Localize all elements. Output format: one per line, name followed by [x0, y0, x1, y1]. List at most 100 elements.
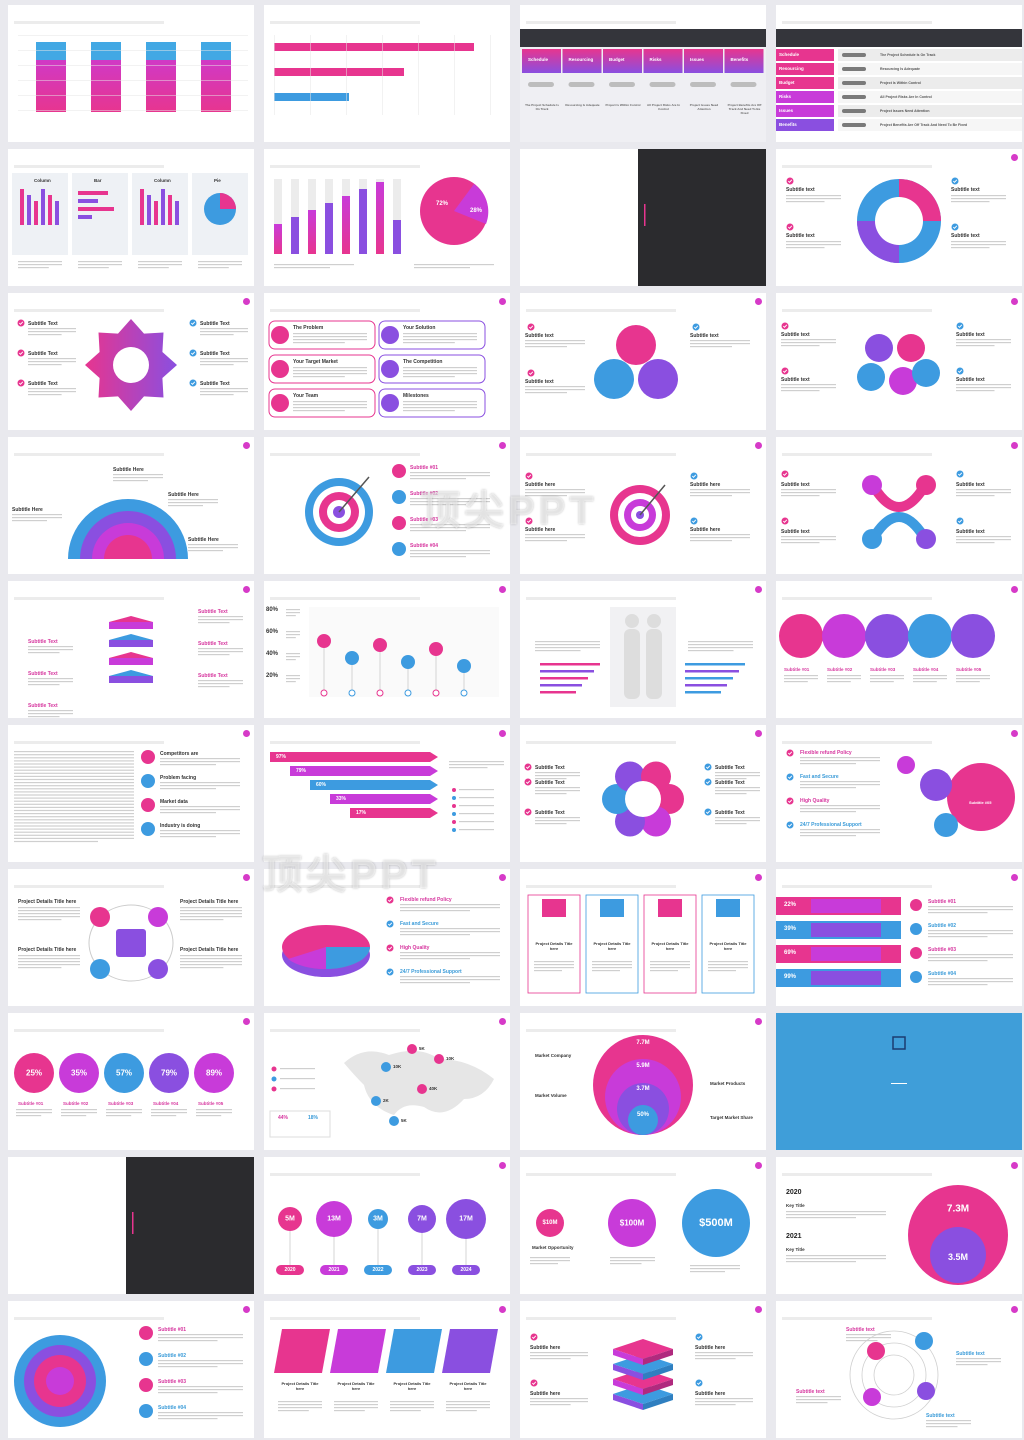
circle-shape — [625, 781, 661, 817]
circle-shape — [407, 1044, 417, 1054]
text-line — [708, 961, 748, 963]
text-line — [956, 542, 995, 544]
slide-8[interactable]: Subtitle text Subtitle text Subtitle text S… — [776, 149, 1022, 286]
slide-36[interactable]: 7.3M 3.5M 2020 Key Title 2021 Key Title — [776, 1157, 1022, 1294]
slide-38[interactable]: Project Details Title here Project Detail… — [264, 1301, 510, 1438]
slide-7[interactable] — [520, 149, 766, 286]
circle-shape — [139, 1326, 153, 1340]
slide-21[interactable]: Competitors are Problem facing Market data… — [8, 725, 254, 862]
slide-32[interactable] — [776, 1013, 1022, 1150]
slide-graphic — [274, 177, 494, 269]
circle-shape — [429, 642, 443, 656]
text-line — [403, 410, 455, 412]
slide-label: Subtitle Here — [188, 537, 219, 543]
text-line — [28, 684, 60, 686]
text-line — [695, 1398, 753, 1400]
slide-37[interactable]: Subtitle #01 Subtitle #02 Subtitle #03 Subt… — [8, 1301, 254, 1438]
slide-40[interactable]: Subtitle text Subtitle text Subtitle text S… — [776, 1301, 1022, 1438]
slide-graphic — [524, 761, 760, 837]
slide-24[interactable]: Subtitle #05 Flexible refund Policy Fast a… — [776, 725, 1022, 862]
text-line — [410, 472, 490, 474]
slide-28[interactable]: 22% Subtitle #01 39% Subtitle #02 69% Subtitl… — [776, 869, 1022, 1006]
slide-label: 22% — [784, 902, 797, 908]
page-number-badge — [499, 1306, 506, 1313]
slide-label: Subtitle text — [525, 333, 554, 339]
circle-shape — [910, 899, 922, 911]
slide-subtitle-line — [782, 165, 932, 168]
text-line — [592, 961, 632, 963]
text-line — [870, 678, 904, 680]
check-icon — [17, 379, 25, 387]
slide-graphic — [786, 177, 1006, 263]
slide-34[interactable]: 5M 2020 13M 2021 3M 2022 7M 2023 17M 2024 — [264, 1157, 510, 1294]
page-number-badge — [499, 1018, 506, 1025]
circle-shape — [141, 750, 155, 764]
slide-1[interactable] — [8, 5, 254, 142]
text-line — [278, 1401, 322, 1403]
slide-4[interactable]: Schedule The Project Schedule Is On Track… — [776, 5, 1022, 142]
slide-label: 2021 — [786, 1233, 802, 1240]
text-line — [800, 781, 880, 783]
slide-18[interactable]: 80% 60% 40% 20% — [264, 581, 510, 718]
text-line — [61, 1112, 97, 1114]
circle-shape — [862, 475, 882, 495]
slide-11[interactable]: Subtitle text Subtitle text Subtitle text — [520, 293, 766, 430]
text-line — [781, 345, 820, 347]
text-line — [928, 981, 1013, 983]
slide-22[interactable]: 97% 79% 60% 33% 17% — [264, 725, 510, 862]
text-line — [403, 336, 477, 338]
slide-subtitle-line — [14, 1029, 164, 1032]
text-line — [410, 550, 490, 552]
text-line — [846, 1340, 878, 1342]
slide-3[interactable]: Schedule The Project Schedule Is On Track… — [520, 5, 766, 142]
slide-2[interactable] — [264, 5, 510, 142]
text-line — [800, 811, 856, 813]
slide-label: Subtitle #03 — [870, 667, 896, 672]
circle-shape — [446, 1199, 486, 1239]
slide-10[interactable]: The Problem Your Solution Your Target Mark… — [264, 293, 510, 430]
slide-15[interactable]: Subtitle here Subtitle here Subtitle here S… — [520, 437, 766, 574]
slide-graphic — [530, 1333, 753, 1410]
text-line — [410, 504, 466, 506]
slide-23[interactable]: Subtitle Text Subtitle Text Subtitle Text S… — [520, 725, 766, 862]
slide-29[interactable]: 25% Subtitle #01 35% Subtitle #02 57% Subtitl… — [8, 1013, 254, 1150]
slide-17[interactable]: Subtitle Text Subtitle Text Subtitle Text S… — [8, 581, 254, 718]
slide-label: Subtitle Text — [28, 703, 58, 709]
slide-26[interactable]: Flexible refund Policy Fast and Secure Hig… — [264, 869, 510, 1006]
slide-25[interactable]: Project Details Title here Project Detail… — [8, 869, 254, 1006]
text-line — [715, 787, 760, 789]
text-line — [14, 782, 134, 784]
slide-35[interactable]: $10M $100M $500M Market Opportunity — [520, 1157, 766, 1294]
slide-graphic — [779, 614, 995, 683]
page-number-badge — [243, 874, 250, 881]
circle-shape — [452, 796, 456, 800]
slide-16[interactable]: Subtitle text Subtitle text Subtitle text S… — [776, 437, 1022, 574]
slide-label: 60% — [266, 629, 279, 635]
text-line — [926, 1420, 971, 1422]
value-label: 13M — [327, 1215, 341, 1223]
text-line — [334, 1404, 378, 1406]
text-line — [535, 775, 580, 777]
slide-5[interactable]: Column Bar Column Pie — [8, 149, 254, 286]
circle-shape — [863, 1388, 881, 1406]
slide-20[interactable]: Subtitle #01 Subtitle #02 Subtitle #03 Subt… — [776, 581, 1022, 718]
slide-subtitle-line — [270, 1173, 420, 1176]
slide-9[interactable]: Subtitle Text Subtitle Text Subtitle Text S… — [8, 293, 254, 430]
slide-31[interactable]: 7.7M 5.9M 3.7M 50% Market Company Market Volu… — [520, 1013, 766, 1150]
text-line — [200, 358, 248, 360]
slide-6[interactable]: 72% 28% — [264, 149, 510, 286]
slide-label: Subtitle text — [951, 233, 980, 239]
slide-39[interactable]: Subtitle here Subtitle here Subtitle here S… — [520, 1301, 766, 1438]
slide-33[interactable] — [8, 1157, 254, 1294]
slide-27[interactable]: Project Details Title here Project Detail… — [520, 869, 766, 1006]
slide-30[interactable]: 44% 18% 5K 10K 10K 2K 40K 5K — [264, 1013, 510, 1150]
slide-19[interactable] — [520, 581, 766, 718]
circle-shape — [417, 1084, 427, 1094]
slide-14[interactable]: Subtitle #01 Subtitle #02 Subtitle #03 Subt… — [264, 437, 510, 574]
text-line — [158, 1334, 243, 1336]
check-icon — [530, 1379, 538, 1387]
slide-graphic — [520, 149, 766, 286]
text-line — [400, 928, 500, 930]
slide-12[interactable]: Subtitle text Subtitle text Subtitle text S… — [776, 293, 1022, 430]
slide-13[interactable]: Subtitle Here Subtitle Here Subtitle Here S… — [8, 437, 254, 574]
